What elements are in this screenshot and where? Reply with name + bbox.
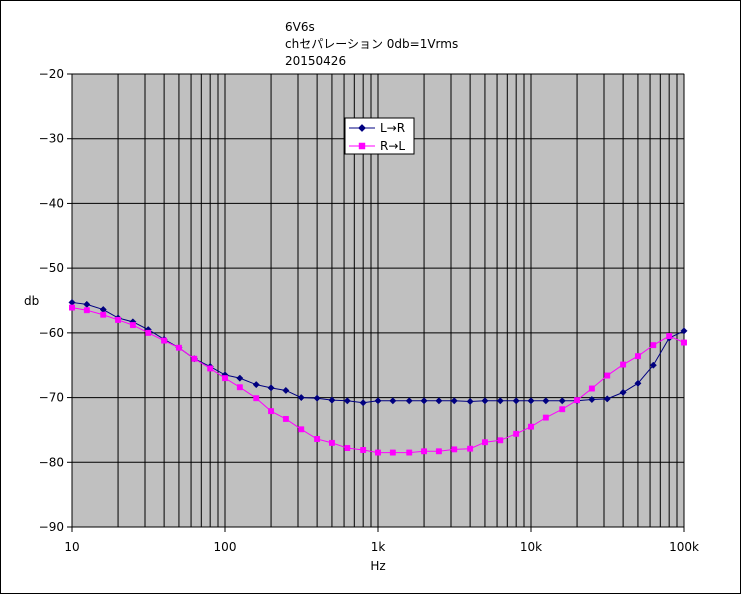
data-point-series-0 — [297, 394, 305, 402]
data-point-series-0 — [313, 394, 321, 402]
legend: L→R R→L — [344, 117, 415, 155]
y-axis-label: db — [24, 294, 39, 308]
data-point-series-1 — [298, 426, 305, 433]
data-point-series-1 — [175, 344, 182, 351]
y-tick-label: −70 — [39, 391, 64, 405]
data-point-series-1 — [634, 353, 641, 360]
data-point-series-1 — [145, 329, 152, 336]
data-point-series-1 — [588, 385, 595, 392]
data-point-series-1 — [681, 339, 687, 346]
data-point-series-0 — [343, 397, 351, 405]
y-tick-label: −80 — [39, 455, 64, 469]
data-point-series-0 — [619, 388, 627, 396]
y-tick-label: −50 — [39, 261, 64, 275]
data-point-series-1 — [314, 436, 321, 442]
data-point-series-1 — [191, 355, 198, 362]
x-tick-label: 10k — [520, 540, 542, 554]
data-point-series-0 — [680, 327, 688, 335]
data-point-series-1 — [83, 307, 90, 314]
y-tick-label: −30 — [39, 132, 64, 146]
data-point-series-0 — [450, 397, 458, 405]
chart-title-line-2: chセパレーション 0db=1Vrms — [285, 37, 458, 51]
data-point-series-1 — [328, 439, 335, 446]
data-point-series-0 — [481, 397, 489, 405]
data-point-series-1 — [115, 316, 122, 323]
y-tick-label: −90 — [39, 520, 64, 534]
data-point-series-1 — [406, 449, 413, 456]
chart-title-line-1: 6V6s — [285, 20, 315, 34]
data-point-series-0 — [634, 379, 642, 387]
data-point-series-0 — [420, 397, 428, 405]
data-point-series-0 — [236, 374, 244, 382]
data-point-series-0 — [328, 396, 336, 404]
data-point-series-1 — [421, 448, 428, 455]
data-point-series-0 — [542, 397, 550, 405]
data-point-series-1 — [574, 397, 581, 404]
data-point-series-1 — [528, 423, 534, 430]
data-point-series-1 — [467, 445, 474, 452]
x-tick-label: 10 — [64, 540, 79, 554]
legend-box — [344, 117, 415, 155]
data-point-series-1 — [268, 408, 275, 415]
data-point-series-1 — [650, 342, 657, 349]
legend-swatch-marker-r-to-l — [358, 142, 366, 150]
data-point-series-0 — [405, 397, 413, 405]
data-point-series-1 — [344, 445, 351, 451]
data-point-series-1 — [100, 311, 107, 318]
data-point-series-0 — [282, 386, 290, 395]
data-point-series-1 — [222, 375, 228, 382]
data-point-series-0 — [512, 397, 520, 405]
data-point-series-1 — [161, 337, 168, 344]
data-point-series-1 — [360, 447, 367, 453]
data-point-series-1 — [559, 406, 566, 413]
data-point-series-1 — [375, 449, 381, 456]
x-tick-label: 1k — [371, 540, 386, 554]
data-point-series-0 — [527, 397, 535, 405]
x-tick-label: 100k — [669, 540, 699, 554]
x-tick-label: 100 — [214, 540, 237, 554]
data-point-series-0 — [603, 395, 611, 403]
data-point-series-0 — [588, 395, 596, 404]
data-point-series-0 — [267, 384, 275, 392]
data-point-series-1 — [451, 446, 458, 453]
data-point-series-1 — [129, 322, 136, 329]
y-tick-label: −60 — [39, 326, 64, 340]
data-point-series-1 — [69, 304, 75, 311]
data-point-series-0 — [649, 361, 657, 369]
data-point-series-0 — [359, 399, 367, 407]
data-point-series-1 — [497, 437, 504, 444]
x-axis-label: Hz — [370, 559, 385, 573]
legend-label-r-to-l: R→L — [380, 139, 405, 153]
data-point-series-1 — [236, 384, 243, 391]
data-point-series-0 — [496, 397, 504, 405]
data-point-series-0 — [466, 397, 474, 406]
chart-title-line-3: 20150426 — [285, 54, 346, 68]
data-point-series-1 — [666, 333, 673, 340]
data-point-series-1 — [513, 430, 520, 437]
data-point-series-0 — [252, 381, 260, 389]
data-point-series-0 — [389, 397, 397, 405]
data-point-series-0 — [558, 397, 566, 405]
y-tick-label: −20 — [39, 67, 64, 81]
data-point-series-0 — [374, 397, 382, 405]
data-point-series-1 — [620, 361, 627, 368]
series-layer — [68, 298, 688, 456]
legend-swatch-marker-l-to-r — [358, 124, 366, 132]
y-tick-label: −40 — [39, 196, 64, 210]
legend-label-l-to-r: L→R — [380, 121, 405, 135]
data-point-series-1 — [435, 448, 442, 455]
data-point-series-1 — [542, 414, 549, 421]
data-point-series-1 — [389, 449, 396, 456]
data-point-series-1 — [207, 365, 214, 372]
data-point-series-0 — [435, 397, 443, 405]
data-point-series-1 — [253, 395, 260, 402]
data-point-series-1 — [282, 415, 289, 422]
data-point-series-1 — [481, 439, 488, 446]
data-point-series-1 — [604, 372, 611, 379]
